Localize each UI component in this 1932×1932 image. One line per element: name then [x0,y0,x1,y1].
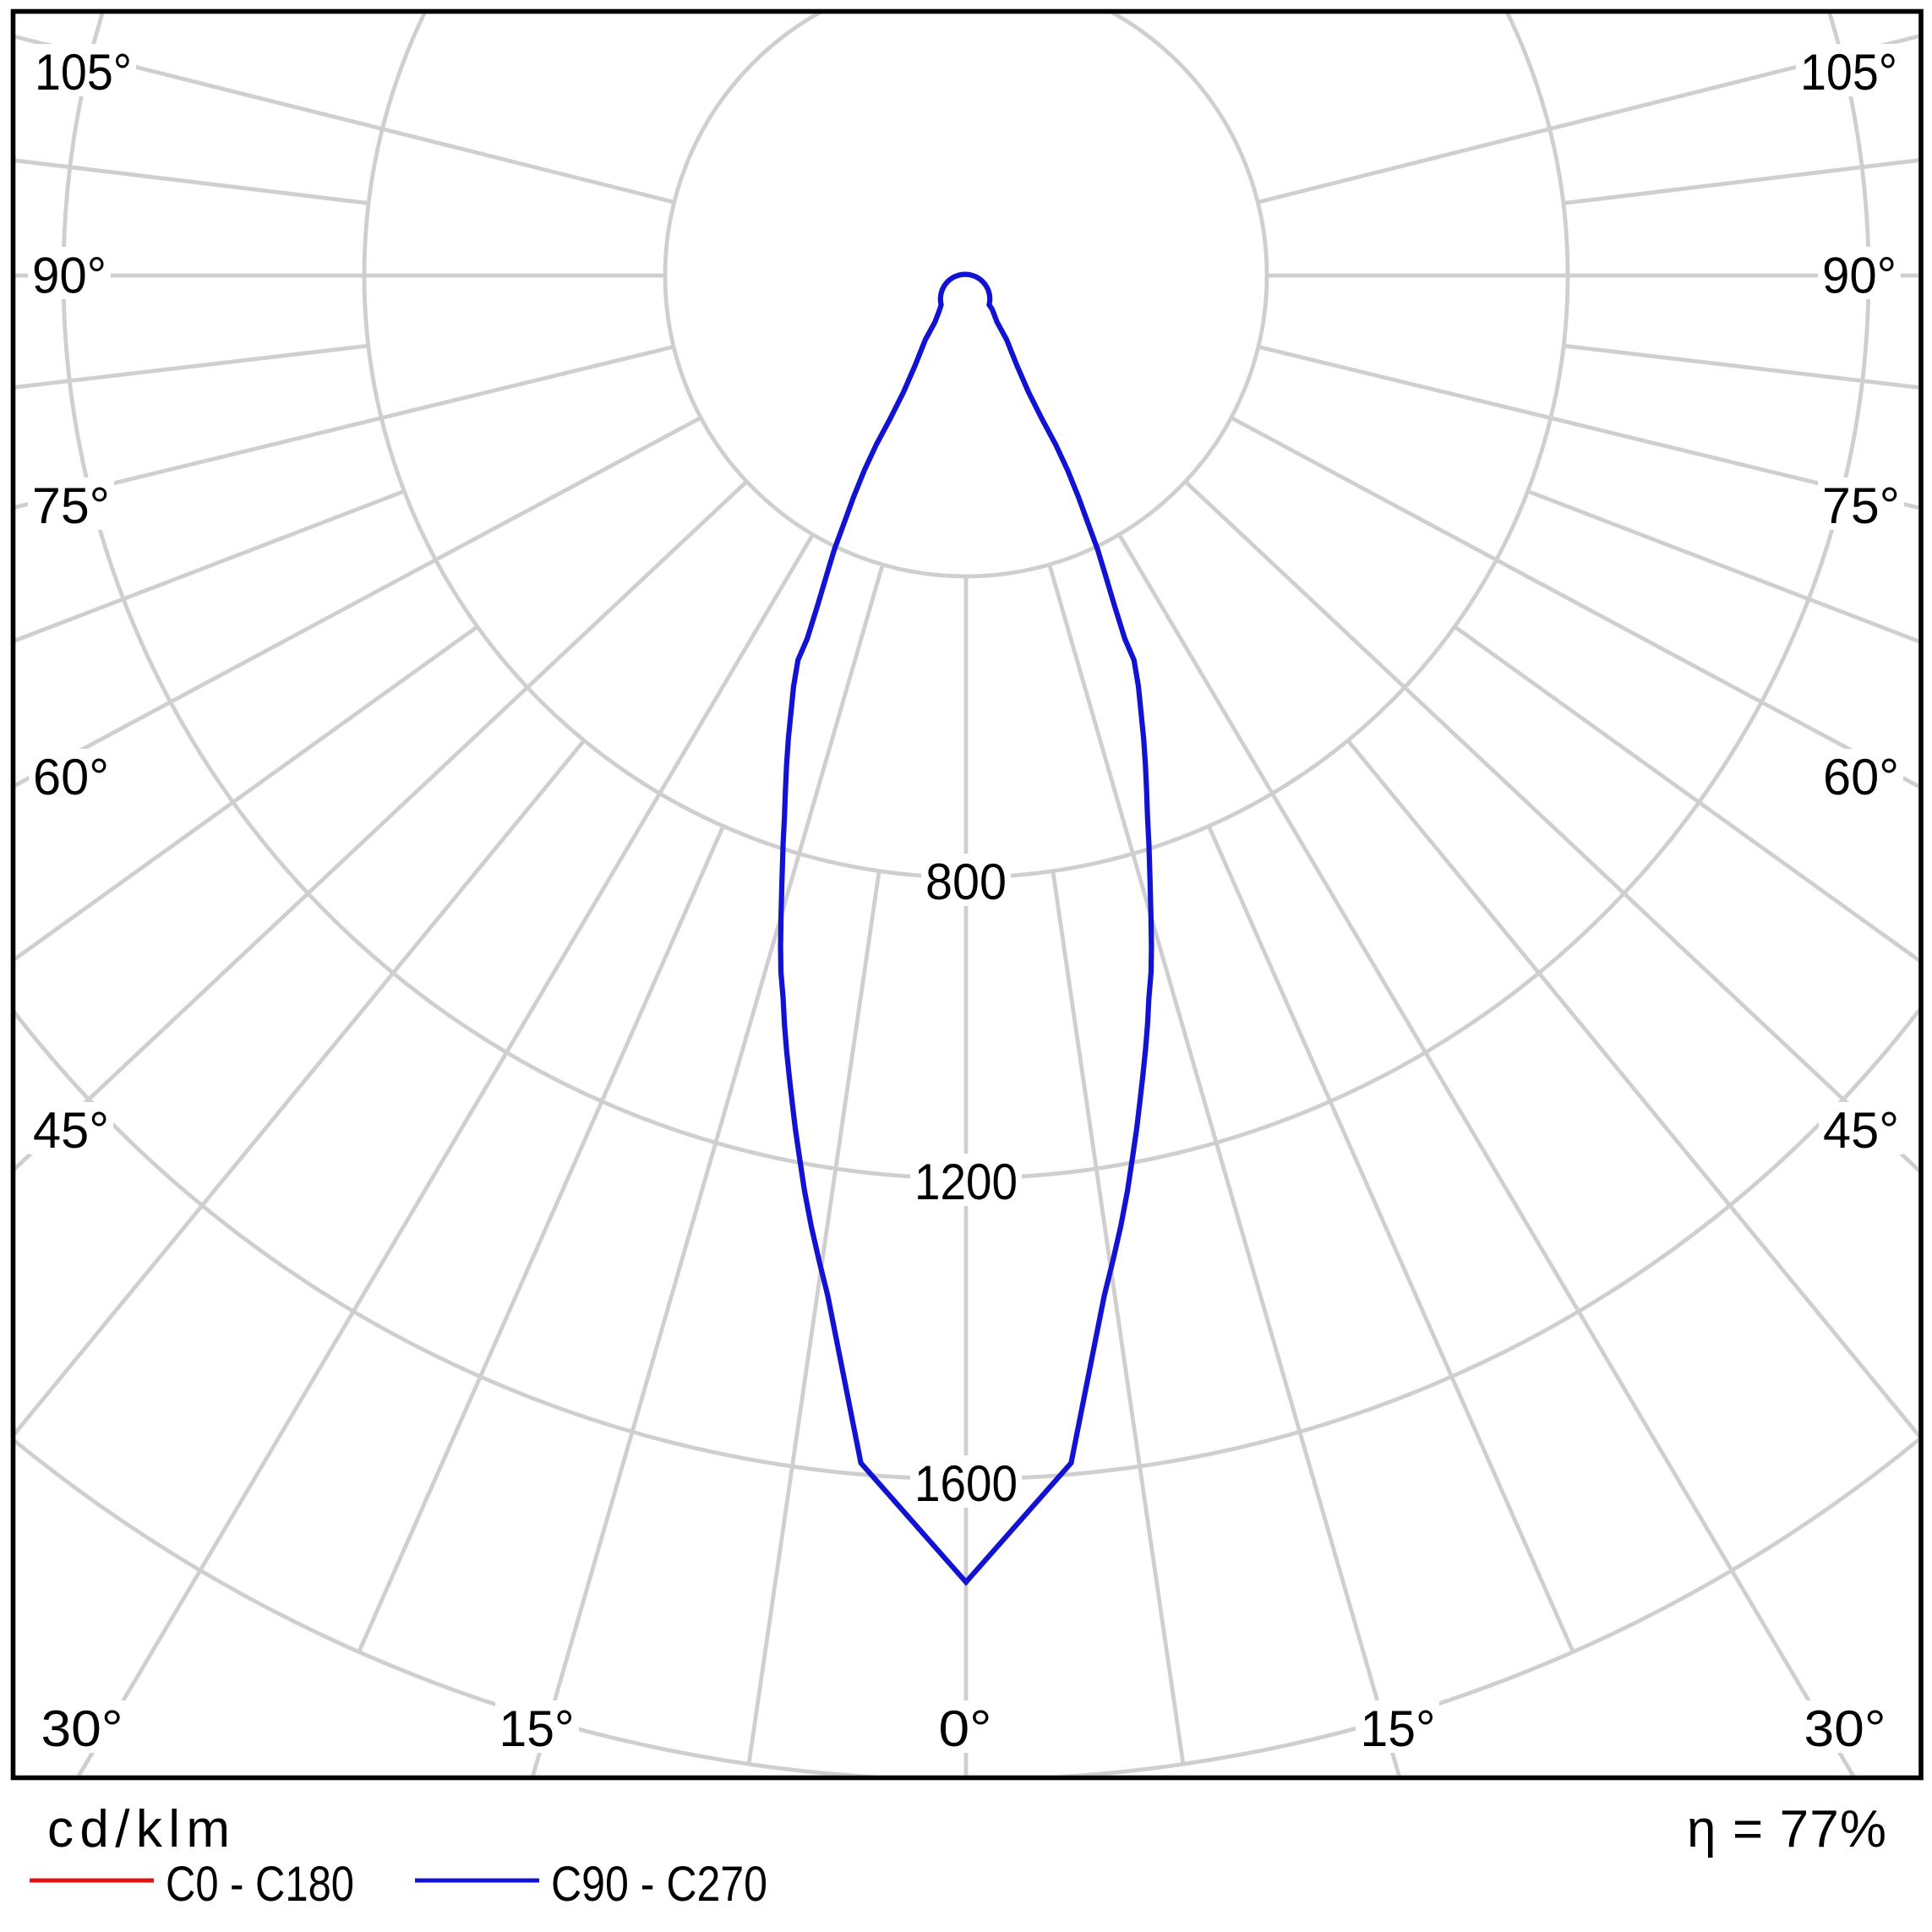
svg-text:45°: 45° [33,1102,109,1159]
svg-text:105°: 105° [1800,44,1897,101]
svg-text:90°: 90° [32,248,106,304]
svg-text:60°: 60° [1823,749,1899,805]
svg-text:105°: 105° [35,44,132,101]
svg-text:75°: 75° [32,478,110,534]
svg-text:800: 800 [925,854,1007,910]
svg-text:C90 - C270: C90 - C270 [551,1857,767,1912]
svg-text:1200: 1200 [914,1154,1018,1210]
svg-text:η = 77%: η = 77% [1687,1800,1886,1858]
svg-text:45°: 45° [1823,1102,1899,1159]
svg-text:1600: 1600 [914,1455,1018,1512]
svg-text:90°: 90° [1822,248,1897,304]
svg-text:15°: 15° [1361,1700,1436,1757]
svg-text:60°: 60° [33,749,109,805]
svg-text:30°: 30° [41,1700,123,1757]
svg-text:30°: 30° [1804,1700,1886,1757]
svg-text:0°: 0° [939,1700,992,1757]
svg-text:C0 - C180: C0 - C180 [166,1857,354,1912]
svg-text:75°: 75° [1822,478,1900,534]
svg-text:15°: 15° [499,1700,575,1757]
